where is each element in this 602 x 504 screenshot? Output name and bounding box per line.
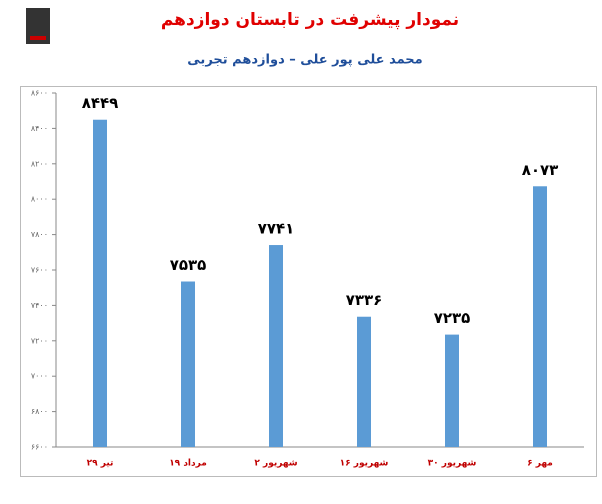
y-tick-label: ۸۶۰۰ bbox=[31, 89, 48, 98]
x-tick-label: ۲ شهریور bbox=[254, 459, 297, 469]
y-tick-label: ۸۲۰۰ bbox=[31, 159, 48, 168]
x-tick-label: ۱۹ مرداد bbox=[169, 459, 207, 469]
y-tick-label: ۸۴۰۰ bbox=[31, 124, 48, 133]
bar bbox=[357, 316, 371, 447]
data-label: ۷۳۳۶ bbox=[346, 291, 383, 309]
y-tick-label: ۸۰۰۰ bbox=[31, 195, 48, 204]
data-label: ۸۰۷۳ bbox=[522, 161, 559, 179]
y-tick-label: ۷۴۰۰ bbox=[31, 301, 48, 310]
y-tick-label: ۷۸۰۰ bbox=[31, 230, 48, 239]
logo-accent bbox=[30, 36, 46, 40]
x-tick-label: ۲۹ تیر bbox=[87, 459, 114, 469]
y-tick-label: ۶۸۰۰ bbox=[31, 407, 48, 416]
x-tick-label: ۱۶ شهریور bbox=[340, 459, 389, 469]
plot-frame bbox=[20, 86, 597, 477]
x-tick-label: ۳۰ شهریور bbox=[428, 459, 477, 469]
data-label: ۷۷۴۱ bbox=[258, 220, 295, 238]
y-tick-label: ۷۲۰۰ bbox=[31, 336, 48, 345]
bar bbox=[181, 281, 195, 447]
chart-title: نمودار پیشرفت در تابستان دوازدهم bbox=[161, 10, 459, 30]
bar bbox=[93, 119, 107, 448]
data-label: ۷۵۳۵ bbox=[170, 256, 207, 274]
y-tick-label: ۷۶۰۰ bbox=[31, 266, 48, 275]
data-label: ۸۴۴۹ bbox=[82, 94, 119, 112]
bar bbox=[269, 245, 283, 447]
y-tick-label: ۶۶۰۰ bbox=[31, 443, 48, 452]
data-label: ۷۲۳۵ bbox=[434, 309, 471, 327]
bar bbox=[445, 334, 459, 447]
y-tick-label: ۷۰۰۰ bbox=[31, 372, 48, 381]
bar bbox=[533, 186, 547, 448]
x-tick-label: ۶ مهر bbox=[527, 459, 553, 469]
chart-subtitle: محمد علی پور علی – دوازدهم تجربی bbox=[187, 53, 422, 68]
